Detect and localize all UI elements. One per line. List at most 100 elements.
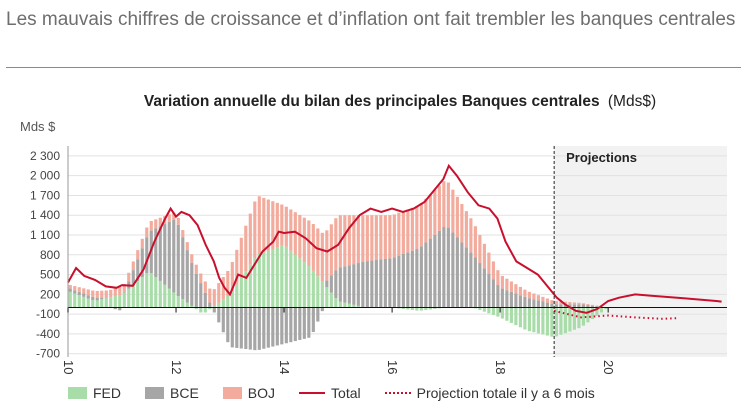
- bar-bce: [509, 291, 513, 308]
- bar-boj: [388, 215, 392, 259]
- bar-boj: [217, 283, 221, 303]
- bar-fed: [167, 288, 171, 308]
- bar-fed: [554, 307, 558, 337]
- bar-fed: [253, 258, 257, 308]
- bar-fed: [550, 307, 554, 337]
- bar-boj: [104, 290, 108, 298]
- bar-fed: [581, 307, 585, 326]
- bar-fed: [604, 307, 608, 310]
- bar-bce: [581, 304, 585, 308]
- bar-boj: [469, 218, 473, 253]
- legend-label-bce: BCE: [170, 385, 199, 401]
- projection-label: Projections: [566, 150, 637, 165]
- bar-boj: [586, 304, 590, 306]
- bar-boj: [275, 202, 279, 248]
- bar-boj: [289, 209, 293, 251]
- bar-bce: [541, 301, 545, 308]
- bar-boj: [118, 287, 122, 295]
- bar-fed: [352, 304, 356, 308]
- bar-boj: [73, 286, 77, 291]
- bar-fed: [595, 307, 599, 316]
- bar-bce: [208, 302, 212, 308]
- bar-boj: [554, 301, 558, 305]
- bar-boj: [352, 215, 356, 265]
- bar-fed: [230, 291, 234, 308]
- bar-fed: [293, 254, 297, 308]
- bar-fed: [527, 307, 531, 332]
- bar-fed: [523, 307, 527, 330]
- bar-boj: [293, 212, 297, 255]
- bar-bce: [451, 232, 455, 308]
- bar-fed: [158, 280, 162, 308]
- bar-fed: [302, 262, 306, 308]
- bar-boj: [226, 271, 230, 297]
- bar-fed: [221, 299, 225, 308]
- bar-bce: [361, 261, 365, 307]
- y-tick-label: 800: [40, 248, 60, 262]
- bar-bce: [145, 237, 149, 274]
- bar-fed: [136, 280, 140, 308]
- bar-fed: [68, 291, 72, 308]
- legend-label-projection: Projection totale il y a 6 mois: [416, 385, 595, 401]
- bar-boj: [347, 215, 351, 266]
- y-axis-unit-label: Mds $: [20, 119, 56, 134]
- bar-boj: [212, 289, 216, 306]
- bar-boj: [140, 238, 144, 249]
- bar-fed: [487, 307, 491, 314]
- bar-bce: [338, 267, 342, 302]
- bar-fed: [505, 307, 509, 321]
- bar-fed: [424, 307, 428, 311]
- bar-bce: [298, 307, 302, 340]
- bar-bce: [536, 300, 540, 308]
- bar-bce: [356, 263, 360, 306]
- bar-fed: [275, 247, 279, 308]
- x-tick-label: 10: [61, 360, 76, 374]
- bar-fed: [338, 301, 342, 308]
- y-tick-label: 1 100: [30, 228, 60, 242]
- bar-boj: [568, 302, 572, 305]
- bar-bce: [401, 253, 405, 308]
- bar-boj: [316, 228, 320, 277]
- bar-boj: [266, 199, 270, 251]
- bar-fed: [586, 307, 590, 323]
- bar-bce: [185, 250, 189, 303]
- bar-bce: [379, 259, 383, 308]
- bar-fed: [226, 296, 230, 308]
- chart-title: Variation annuelle du bilan des principa…: [144, 93, 656, 110]
- legend-swatch-total: [299, 392, 326, 394]
- bar-boj: [154, 219, 158, 229]
- bar-fed: [428, 307, 432, 310]
- x-tick-label: 12: [169, 360, 184, 374]
- bar-bce: [563, 304, 567, 308]
- legend-swatch-fed: [68, 387, 87, 399]
- bar-fed: [208, 307, 212, 310]
- bar-boj: [478, 235, 482, 264]
- bar-bce: [347, 265, 351, 304]
- bar-fed: [401, 307, 405, 309]
- bar-bce: [154, 228, 158, 278]
- bar-bce: [428, 238, 432, 308]
- bar-bce: [73, 290, 77, 294]
- bar-bce: [118, 307, 122, 311]
- bar-bce: [442, 227, 446, 308]
- bar-bce: [491, 279, 495, 308]
- bar-fed: [478, 307, 482, 311]
- legend-item-projection: Projection totale il y a 6 mois: [384, 385, 595, 401]
- bar-fed: [262, 252, 266, 308]
- bar-bce: [500, 288, 504, 308]
- plot-area: 2 300 2 000 1 700 1 400 1 100 800 500 200 -100 -4…: [30, 146, 727, 374]
- bar-boj: [581, 303, 585, 305]
- bar-bce: [329, 275, 333, 293]
- bar-fed: [190, 305, 194, 308]
- bar-bce: [284, 307, 288, 344]
- bar-boj: [244, 225, 248, 272]
- bar-bce: [131, 270, 135, 285]
- legend-label-total: Total: [331, 385, 361, 401]
- bar-boj: [473, 226, 477, 258]
- bar-bce: [532, 299, 536, 308]
- bar-fed: [577, 307, 581, 329]
- bar-fed: [140, 277, 144, 308]
- bar-fed: [217, 302, 221, 308]
- bar-fed: [541, 307, 545, 335]
- bar-fed: [532, 307, 536, 333]
